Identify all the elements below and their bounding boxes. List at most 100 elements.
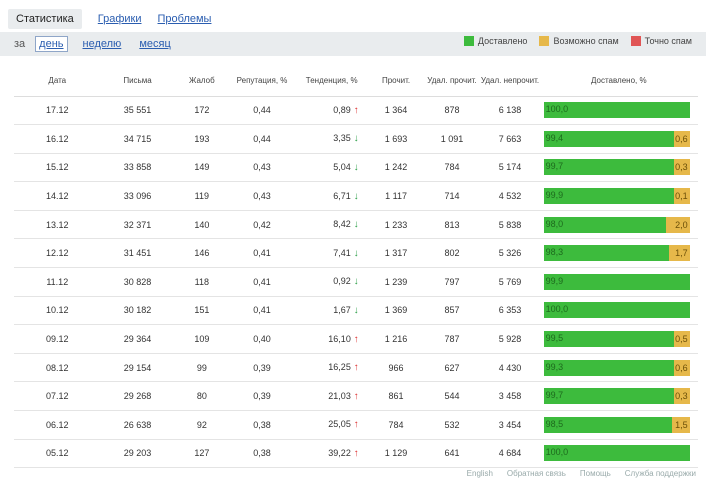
legend-swatch-red <box>630 36 641 46</box>
cell-reputation: 0,38 <box>229 410 295 440</box>
table-header-row: Дата Письма Жалоб Репутация, % Тенденция… <box>14 66 698 97</box>
col-reputation[interactable]: Репутация, % <box>229 66 295 97</box>
cell-date: 08.12 <box>14 353 101 383</box>
col-del-read[interactable]: Удал. прочит. <box>423 66 481 97</box>
footer-link-english[interactable]: English <box>466 469 493 478</box>
cell-read: 966 <box>368 353 424 383</box>
arrow-up-icon: ↑ <box>350 390 359 402</box>
maybe-spam-segment: 0,1 <box>673 188 690 205</box>
table-row: 16.12 34 715 193 0,44 3,35 ↓ 1 693 1 091 7 663 9… <box>14 124 698 154</box>
cell-letters: 30 182 <box>100 296 175 326</box>
cell-del-read: 797 <box>423 267 481 297</box>
col-date[interactable]: Дата <box>14 66 101 97</box>
arrow-up-icon: ↑ <box>350 104 359 116</box>
cell-reputation: 0,41 <box>229 238 295 269</box>
cell-read: 1 239 <box>368 267 424 297</box>
delivery-bar: 98,3 1,7 <box>543 245 690 262</box>
footer-link-help[interactable]: Помощь <box>579 469 611 478</box>
delivered-value: 99,9 <box>545 275 564 286</box>
delivered-value: 99,4 <box>545 132 564 143</box>
trend-value: 1,67 <box>333 304 351 315</box>
delivered-value: 99,5 <box>545 333 564 344</box>
cell-del-read: 802 <box>423 238 481 269</box>
cell-del-unread: 5 928 <box>480 324 540 354</box>
delivery-bar: 100,0 <box>543 445 690 462</box>
cell-del-unread: 4 430 <box>480 353 540 383</box>
cell-letters: 29 364 <box>100 324 175 354</box>
trend-value: 3,35 <box>333 133 351 144</box>
cell-delivered: 100,0 <box>539 296 698 326</box>
legend-spam: Точно спам <box>630 36 692 46</box>
cell-trend: 8,42 ↓ <box>294 210 369 240</box>
footer-link-support[interactable]: Служба поддержки <box>624 469 696 478</box>
delivered-segment: 99,7 <box>543 159 674 176</box>
legend-swatch-yellow <box>539 36 550 46</box>
cell-trend: 0,92 ↓ <box>294 267 369 297</box>
period-day[interactable]: день <box>35 36 68 52</box>
period-month[interactable]: месяц <box>139 38 171 50</box>
cell-complaints: 119 <box>174 181 230 211</box>
period-week[interactable]: неделю <box>82 38 122 50</box>
table-row: 10.12 30 182 151 0,41 1,67 ↓ 1 369 857 6 353 100… <box>14 296 698 326</box>
delivered-segment: 99,9 <box>543 188 674 205</box>
arrow-down-icon: ↓ <box>350 276 359 288</box>
col-read[interactable]: Прочит. <box>368 66 424 97</box>
cell-date: 12.12 <box>14 238 101 269</box>
cell-letters: 31 451 <box>100 238 175 269</box>
delivered-value: 99,9 <box>545 190 564 201</box>
cell-reputation: 0,41 <box>229 267 295 297</box>
maybe-spam-segment: 0,3 <box>673 159 690 176</box>
cell-complaints: 172 <box>174 96 230 126</box>
arrow-up-icon: ↑ <box>350 447 359 459</box>
cell-letters: 30 828 <box>100 267 175 297</box>
cell-letters: 35 551 <box>100 96 175 126</box>
cell-read: 861 <box>368 381 424 412</box>
table-row: 13.12 32 371 140 0,42 8,42 ↓ 1 233 813 5 838 98,… <box>14 210 698 240</box>
delivery-bar: 99,9 0,1 <box>543 188 690 205</box>
col-letters[interactable]: Письма <box>100 66 175 97</box>
maybe-spam-segment: 0,6 <box>673 130 690 147</box>
delivered-segment: 100,0 <box>543 445 690 462</box>
cell-trend: 5,04 ↓ <box>294 153 369 183</box>
delivered-value: 99,7 <box>545 161 564 172</box>
cell-date: 16.12 <box>14 124 101 154</box>
cell-complaints: 140 <box>174 210 230 240</box>
maybe-spam-segment: 1,5 <box>671 416 690 433</box>
delivered-segment: 99,9 <box>543 273 690 290</box>
legend: Доставлено Возможно спам Точно спам <box>452 36 692 46</box>
delivery-bar: 100,0 <box>543 302 690 319</box>
maybe-spam-segment: 2,0 <box>665 216 690 233</box>
delivery-bar: 99,9 <box>543 273 690 290</box>
table-row: 07.12 29 268 80 0,39 21,03 ↑ 861 544 3 458 99,7 0… <box>14 381 698 412</box>
cell-date: 14.12 <box>14 181 101 211</box>
col-complaints[interactable]: Жалоб <box>174 66 230 97</box>
cell-del-unread: 4 532 <box>480 181 540 211</box>
cell-read: 784 <box>368 410 424 440</box>
tab-problems[interactable]: Проблемы <box>157 13 212 25</box>
table-row: 12.12 31 451 146 0,41 7,41 ↓ 1 317 802 5 326 98,… <box>14 238 698 269</box>
delivered-value: 100,0 <box>545 447 569 458</box>
trend-value: 21,03 <box>328 390 351 401</box>
cell-trend: 39,22 ↑ <box>294 439 369 469</box>
trend-value: 7,41 <box>333 247 351 258</box>
cell-del-unread: 3 454 <box>480 410 540 440</box>
col-del-unread[interactable]: Удал. непрочит. <box>480 66 540 97</box>
tab-graphs[interactable]: Графики <box>97 13 142 25</box>
cell-date: 06.12 <box>14 410 101 440</box>
arrow-up-icon: ↑ <box>350 362 359 374</box>
table-row: 05.12 29 203 127 0,38 39,22 ↑ 1 129 641 4 684 10… <box>14 439 698 469</box>
delivered-segment: 99,3 <box>543 359 674 376</box>
tab-statistics[interactable]: Статистика <box>8 9 82 29</box>
cell-delivered: 99,7 0,3 <box>539 381 698 412</box>
cell-trend: 16,25 ↑ <box>294 353 369 383</box>
footer: English Обратная связь Помощь Служба под… <box>453 469 696 478</box>
col-trend[interactable]: Тенденция, % <box>294 66 369 97</box>
arrow-up-icon: ↑ <box>350 419 359 431</box>
cell-del-read: 714 <box>423 181 481 211</box>
delivered-value: 100,0 <box>545 304 569 315</box>
col-delivered[interactable]: Доставлено, % <box>539 66 698 97</box>
cell-delivered: 98,5 1,5 <box>539 410 698 440</box>
delivery-bar: 99,7 0,3 <box>543 159 690 176</box>
cell-trend: 21,03 ↑ <box>294 381 369 412</box>
footer-link-feedback[interactable]: Обратная связь <box>506 469 566 478</box>
